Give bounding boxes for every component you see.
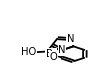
Text: N: N [67,34,75,44]
Text: O: O [50,52,57,62]
Text: N: N [58,45,66,55]
Text: Br: Br [46,49,57,59]
Text: HO: HO [21,47,36,57]
